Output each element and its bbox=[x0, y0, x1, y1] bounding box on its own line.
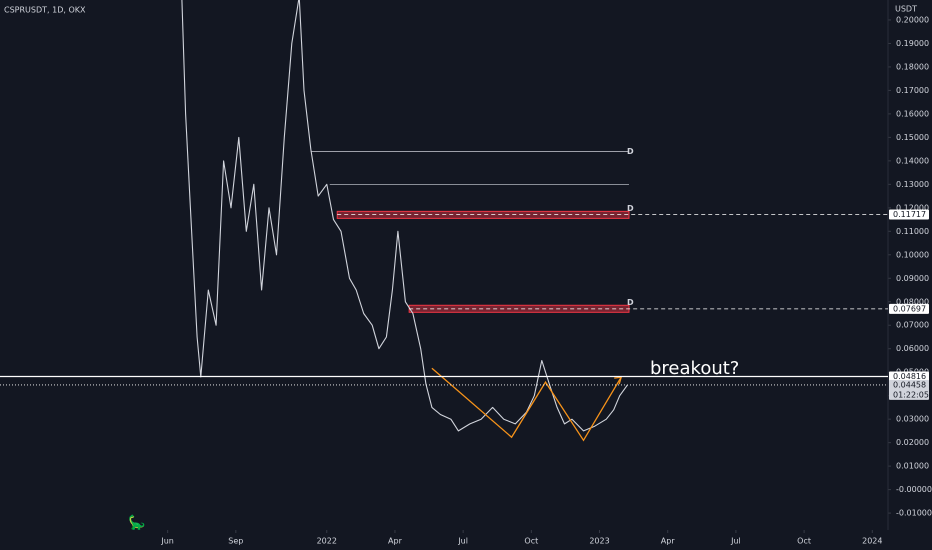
arrow-head bbox=[614, 376, 623, 385]
y-tick-label: 0.20000 bbox=[896, 15, 929, 24]
price-label-box bbox=[889, 371, 929, 382]
x-tick-label: Sep bbox=[228, 537, 243, 546]
x-tick-label: Jul bbox=[457, 537, 468, 546]
y-tick-label: 0.08000 bbox=[896, 297, 929, 306]
logo: 🦕 bbox=[128, 514, 145, 531]
y-tick-label: 0.14000 bbox=[896, 156, 929, 165]
x-tick-label: Jul bbox=[730, 537, 741, 546]
x-tick-label: Jun bbox=[160, 537, 174, 546]
y-tick-label: 0.02000 bbox=[896, 438, 929, 447]
y-tick-label: 0.17000 bbox=[896, 86, 929, 95]
price-label: 0.07697 bbox=[893, 304, 926, 313]
x-tick-label: Apr bbox=[388, 537, 403, 546]
y-tick-label: 0.10000 bbox=[896, 250, 929, 259]
y-tick-label: 0.01000 bbox=[896, 462, 929, 471]
x-tick-label: Oct bbox=[797, 537, 811, 546]
pattern-line bbox=[431, 367, 622, 442]
y-tick-label: 0.06000 bbox=[896, 344, 929, 353]
price-label: 0.04458 bbox=[893, 380, 926, 389]
chart-title: CSPRUSDT, 1D, OKX bbox=[4, 6, 86, 15]
price-label-box bbox=[889, 209, 929, 220]
zone-label: D bbox=[627, 204, 634, 213]
y-tick-label: 0.03000 bbox=[896, 415, 929, 424]
y-tick-label: -0.01000 bbox=[896, 509, 932, 518]
x-tick-label: Oct bbox=[524, 537, 538, 546]
price-line bbox=[181, 0, 628, 432]
price-label-box bbox=[889, 379, 929, 400]
y-tick-label: 0.13000 bbox=[896, 180, 929, 189]
y-tick-label: 0.11000 bbox=[896, 227, 929, 236]
y-tick-label: 0.16000 bbox=[896, 109, 929, 118]
y-tick-label: -0.00000 bbox=[896, 485, 932, 494]
annotation: breakout? bbox=[650, 358, 739, 379]
y-unit: USDT bbox=[895, 5, 917, 14]
x-tick-label: 2023 bbox=[589, 537, 609, 546]
y-tick-label: 0.09000 bbox=[896, 274, 929, 283]
y-tick-label: 0.15000 bbox=[896, 133, 929, 142]
y-tick-label: 0.18000 bbox=[896, 62, 929, 71]
zone-label: D bbox=[627, 298, 634, 307]
x-tick-label: 2022 bbox=[317, 537, 337, 546]
price-label: 0.11717 bbox=[893, 210, 926, 219]
zone bbox=[408, 304, 630, 313]
countdown: 01:22:05 bbox=[893, 390, 929, 399]
y-tick-label: 0.07000 bbox=[896, 321, 929, 330]
price-label-box bbox=[889, 303, 929, 314]
y-tick-label: 0.19000 bbox=[896, 39, 929, 48]
y-tick-label: 0.12000 bbox=[896, 203, 929, 212]
price-label: 0.04816 bbox=[893, 372, 926, 381]
level-label: D bbox=[627, 147, 634, 156]
x-tick-label: 2024 bbox=[862, 537, 882, 546]
x-tick-label: Apr bbox=[661, 537, 676, 546]
